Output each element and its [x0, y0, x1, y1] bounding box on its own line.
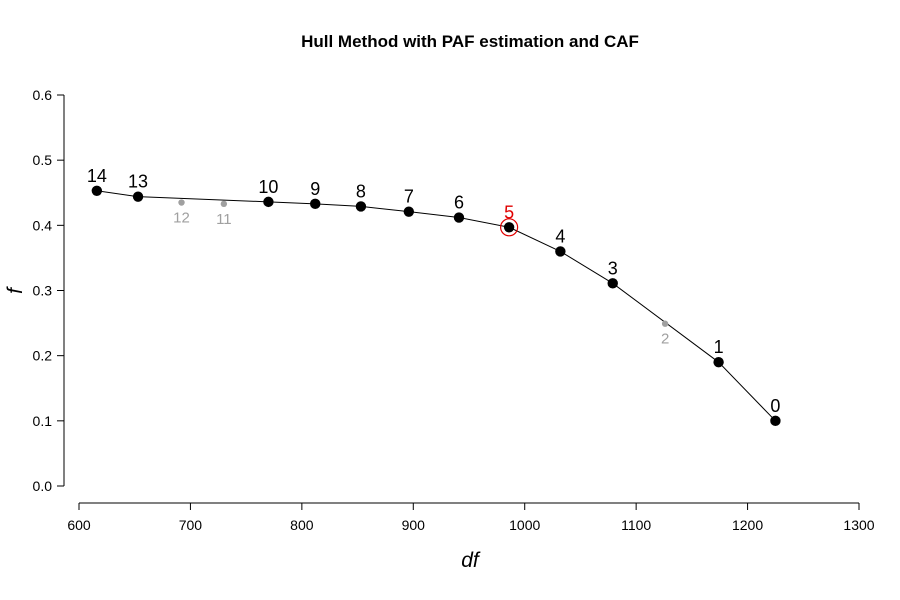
hull-point — [403, 206, 415, 217]
hull-point-label: 6 — [454, 193, 464, 213]
hull-point — [713, 356, 724, 368]
hull-point-label: 3 — [608, 258, 618, 278]
hull-point — [355, 201, 367, 212]
hull-point-label: 7 — [404, 187, 414, 207]
y-tick-label: 0.2 — [33, 348, 53, 364]
y-tick-label: 0.5 — [33, 152, 53, 168]
chart-title: Hull Method with PAF estimation and CAF — [301, 32, 639, 51]
hull-point — [607, 278, 618, 289]
hull-point-label: 4 — [555, 226, 565, 246]
hull-point — [310, 198, 321, 210]
x-tick-label: 800 — [290, 517, 314, 533]
selected-point-ring — [500, 218, 519, 237]
y-tick-label: 0.0 — [33, 478, 53, 494]
hull-point — [263, 196, 274, 208]
off-hull-point-label: 11 — [216, 211, 232, 228]
hull-point-label: 9 — [310, 179, 320, 199]
hull-point-label: 13 — [128, 172, 148, 192]
hull-point — [770, 415, 781, 427]
off-hull-point — [220, 200, 228, 208]
hull-point-label: 10 — [258, 177, 278, 197]
y-tick-label: 0.6 — [33, 87, 53, 103]
off-hull-point-label: 12 — [173, 210, 190, 227]
off-hull-point — [661, 320, 669, 327]
hull-curve — [96, 190, 776, 422]
hull-line — [96, 190, 776, 422]
x-tick-label: 1100 — [621, 517, 651, 533]
y-tick-label: 0.1 — [33, 413, 53, 429]
y-axis-label: f — [4, 286, 27, 294]
off-hull-point-label: 2 — [661, 331, 669, 348]
x-tick-label: 600 — [67, 517, 91, 533]
axes: 600 700 800 900 1000 1100 1200 13000.00.10.20.3… — [33, 87, 875, 533]
hull-point — [453, 212, 465, 223]
x-tick-label: 1000 — [509, 517, 540, 533]
x-axis-label: df — [461, 549, 481, 572]
hull-point-label: 14 — [87, 166, 107, 186]
hull-point-label: 8 — [356, 181, 366, 201]
hull-point-label: 1 — [714, 337, 724, 357]
selected-point-label: 5 — [504, 202, 514, 222]
x-tick-label: 1200 — [732, 517, 763, 533]
y-tick-label: 0.4 — [33, 217, 53, 233]
x-tick-label: 900 — [402, 517, 426, 533]
hull-point — [555, 246, 566, 257]
x-tick-label: 1300 — [843, 517, 874, 533]
hull-point — [91, 185, 103, 196]
x-tick-label: 700 — [179, 517, 203, 533]
y-tick-label: 0.3 — [33, 283, 53, 299]
hull-point-label: 0 — [770, 396, 780, 416]
hull-point — [132, 191, 144, 202]
off-hull-point — [178, 199, 185, 206]
selected-point — [503, 222, 515, 233]
